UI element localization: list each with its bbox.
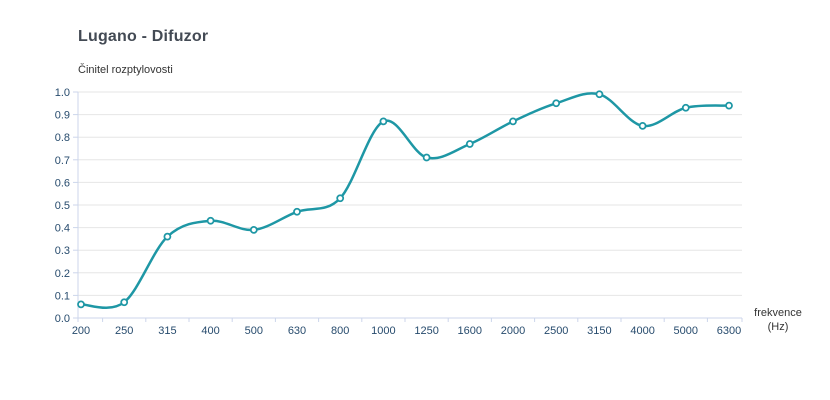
x-tick-label: 2500 xyxy=(544,325,568,337)
x-axis-title-line: frekvence xyxy=(754,307,802,319)
x-tick-label: 4000 xyxy=(630,325,654,337)
y-tick-label: 0.7 xyxy=(55,155,70,167)
x-axis-title: frekvence (Hz) xyxy=(748,306,808,334)
data-point[interactable] xyxy=(552,99,561,108)
data-point[interactable] xyxy=(681,103,690,112)
data-point[interactable] xyxy=(509,117,517,126)
data-point[interactable] xyxy=(163,232,172,241)
x-tick-label: 250 xyxy=(115,325,133,337)
data-point[interactable] xyxy=(120,298,129,307)
x-tick-label: 800 xyxy=(331,325,349,337)
x-tick-label: 2000 xyxy=(501,325,525,337)
x-tick-label: 500 xyxy=(245,325,263,337)
data-point[interactable] xyxy=(336,194,345,203)
data-point[interactable] xyxy=(725,101,733,110)
y-tick-label: 0.6 xyxy=(55,177,70,189)
x-tick-label: 1250 xyxy=(414,325,438,337)
y-tick-label: 1.0 xyxy=(55,87,70,99)
x-tick-label: 5000 xyxy=(674,325,698,337)
data-point[interactable] xyxy=(422,153,431,162)
data-point[interactable] xyxy=(293,207,301,216)
x-tick-label: 6300 xyxy=(717,325,741,337)
series-line xyxy=(79,92,731,310)
x-axis-title-line: (Hz) xyxy=(767,321,789,333)
y-tick-label: 0.5 xyxy=(55,200,70,212)
chart-title: Lugano - Difuzor xyxy=(78,28,209,45)
y-tick-label: 0.3 xyxy=(55,245,70,257)
x-tick-label: 1600 xyxy=(458,325,482,337)
x-tick-label: 3150 xyxy=(587,325,611,337)
data-point[interactable] xyxy=(77,300,85,309)
data-point[interactable] xyxy=(595,90,604,99)
y-tick-label: 0.9 xyxy=(55,110,70,122)
x-tick-label: 400 xyxy=(201,325,219,337)
x-tick-label: 315 xyxy=(158,325,176,337)
data-point[interactable] xyxy=(249,226,258,234)
data-point[interactable] xyxy=(379,117,388,126)
x-tick-label: 630 xyxy=(288,325,306,337)
y-tick-label: 0.4 xyxy=(55,223,70,235)
data-point[interactable] xyxy=(206,216,215,225)
y-axis-title: Činitel rozptylovosti xyxy=(78,64,173,76)
data-point[interactable] xyxy=(638,122,647,130)
x-tick-label: 200 xyxy=(72,325,90,337)
x-tick-label: 1000 xyxy=(371,325,395,337)
y-tick-label: 0.0 xyxy=(55,313,70,325)
y-tick-label: 0.2 xyxy=(55,268,70,280)
y-tick-label: 0.8 xyxy=(55,132,70,144)
y-tick-label: 0.1 xyxy=(55,290,70,302)
data-point[interactable] xyxy=(465,140,474,148)
